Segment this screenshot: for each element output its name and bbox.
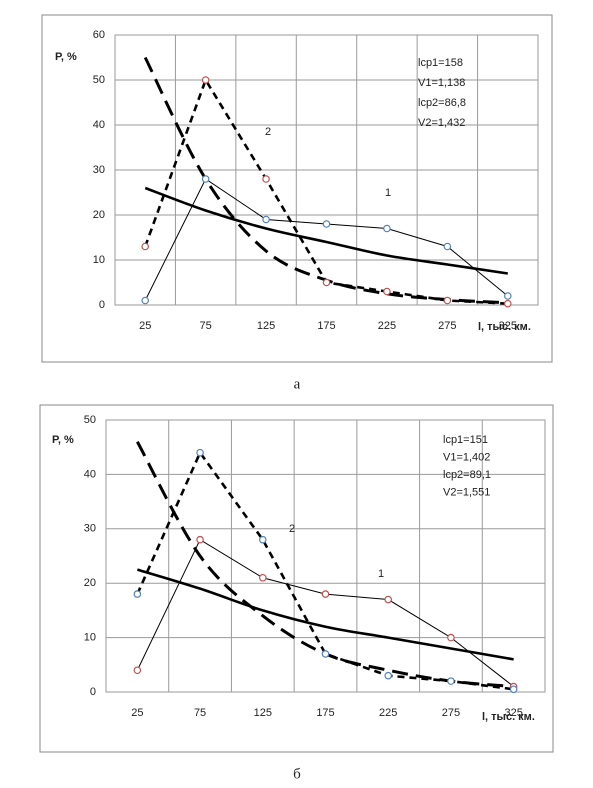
plot-border: [114, 34, 539, 306]
point: [321, 590, 330, 598]
point: [141, 242, 150, 251]
y-tick-label: 10: [84, 632, 96, 644]
point: [321, 650, 330, 658]
x-tick-label: 75: [194, 707, 206, 719]
caption: б: [293, 766, 301, 782]
stats-text: lср1=158: [418, 57, 463, 69]
point: [443, 296, 452, 305]
x-tick-label: 225: [379, 707, 397, 719]
series-line: [136, 568, 514, 661]
x-tick-label: 225: [378, 320, 396, 332]
x-tick-label: 75: [200, 320, 212, 332]
point: [196, 448, 204, 457]
stats-text: V2=1,551: [443, 486, 490, 498]
x-tick-label: 275: [442, 707, 460, 719]
chart-frame: [39, 404, 554, 753]
point: [443, 242, 452, 251]
y-tick-label: 30: [84, 523, 96, 535]
point: [133, 590, 142, 598]
x-tick-label: 125: [254, 707, 272, 719]
point: [384, 595, 393, 604]
series-line: [136, 538, 514, 687]
point: [447, 633, 455, 642]
caption: а: [294, 376, 301, 392]
point: [503, 299, 512, 308]
point: [447, 677, 455, 685]
chart-frame: [41, 14, 553, 363]
y-axis-label: P, %: [55, 51, 77, 63]
x-tick-label: 175: [317, 320, 335, 332]
x-tick-label: 175: [316, 707, 334, 719]
curve-label: 2: [289, 523, 295, 535]
point: [201, 175, 210, 183]
point: [201, 76, 210, 84]
stats-text: V2=1,432: [418, 117, 465, 129]
point: [258, 573, 267, 582]
point: [262, 175, 270, 183]
y-tick-label: 10: [93, 254, 105, 266]
point: [322, 278, 331, 287]
stats-text: V1=1,402: [443, 451, 490, 463]
x-tick-label: 325: [499, 320, 517, 332]
point: [133, 666, 142, 675]
y-tick-label: 20: [84, 577, 96, 589]
stats-text: lср2=86,8: [418, 97, 466, 109]
stats-text: lср2=89,1: [443, 469, 491, 481]
x-tick-label: 25: [139, 320, 151, 332]
point: [509, 685, 518, 694]
stats-text: V1=1,138: [418, 77, 465, 89]
point: [322, 220, 331, 228]
stats-text: lср1=151: [443, 434, 488, 446]
y-tick-label: 60: [93, 29, 105, 41]
y-axis-label: P, %: [52, 434, 74, 446]
y-tick-label: 20: [93, 209, 105, 221]
x-tick-label: 25: [131, 707, 143, 719]
point: [383, 224, 391, 233]
plot-border: [105, 419, 546, 693]
y-tick-label: 0: [99, 299, 105, 311]
x-axis-label: l, тыс. км.: [482, 711, 535, 723]
y-tick-label: 50: [93, 74, 105, 86]
y-tick-label: 30: [93, 164, 105, 176]
y-tick-label: 0: [90, 686, 96, 698]
point: [196, 535, 204, 544]
point: [503, 292, 512, 300]
point: [384, 671, 393, 680]
point: [141, 296, 150, 305]
y-tick-label: 40: [84, 468, 96, 480]
point: [262, 215, 270, 224]
curve-label: 2: [265, 126, 271, 138]
curve-label: 1: [385, 187, 391, 199]
x-tick-label: 275: [438, 320, 456, 332]
point: [383, 287, 391, 296]
x-tick-label: 325: [504, 707, 522, 719]
x-axis-label: l, тыс. км.: [478, 321, 531, 333]
series-line: [144, 186, 508, 275]
point: [258, 535, 267, 544]
curve-label: 1: [378, 568, 384, 580]
y-tick-label: 50: [84, 414, 96, 426]
x-tick-label: 125: [257, 320, 275, 332]
y-tick-label: 40: [93, 119, 105, 131]
